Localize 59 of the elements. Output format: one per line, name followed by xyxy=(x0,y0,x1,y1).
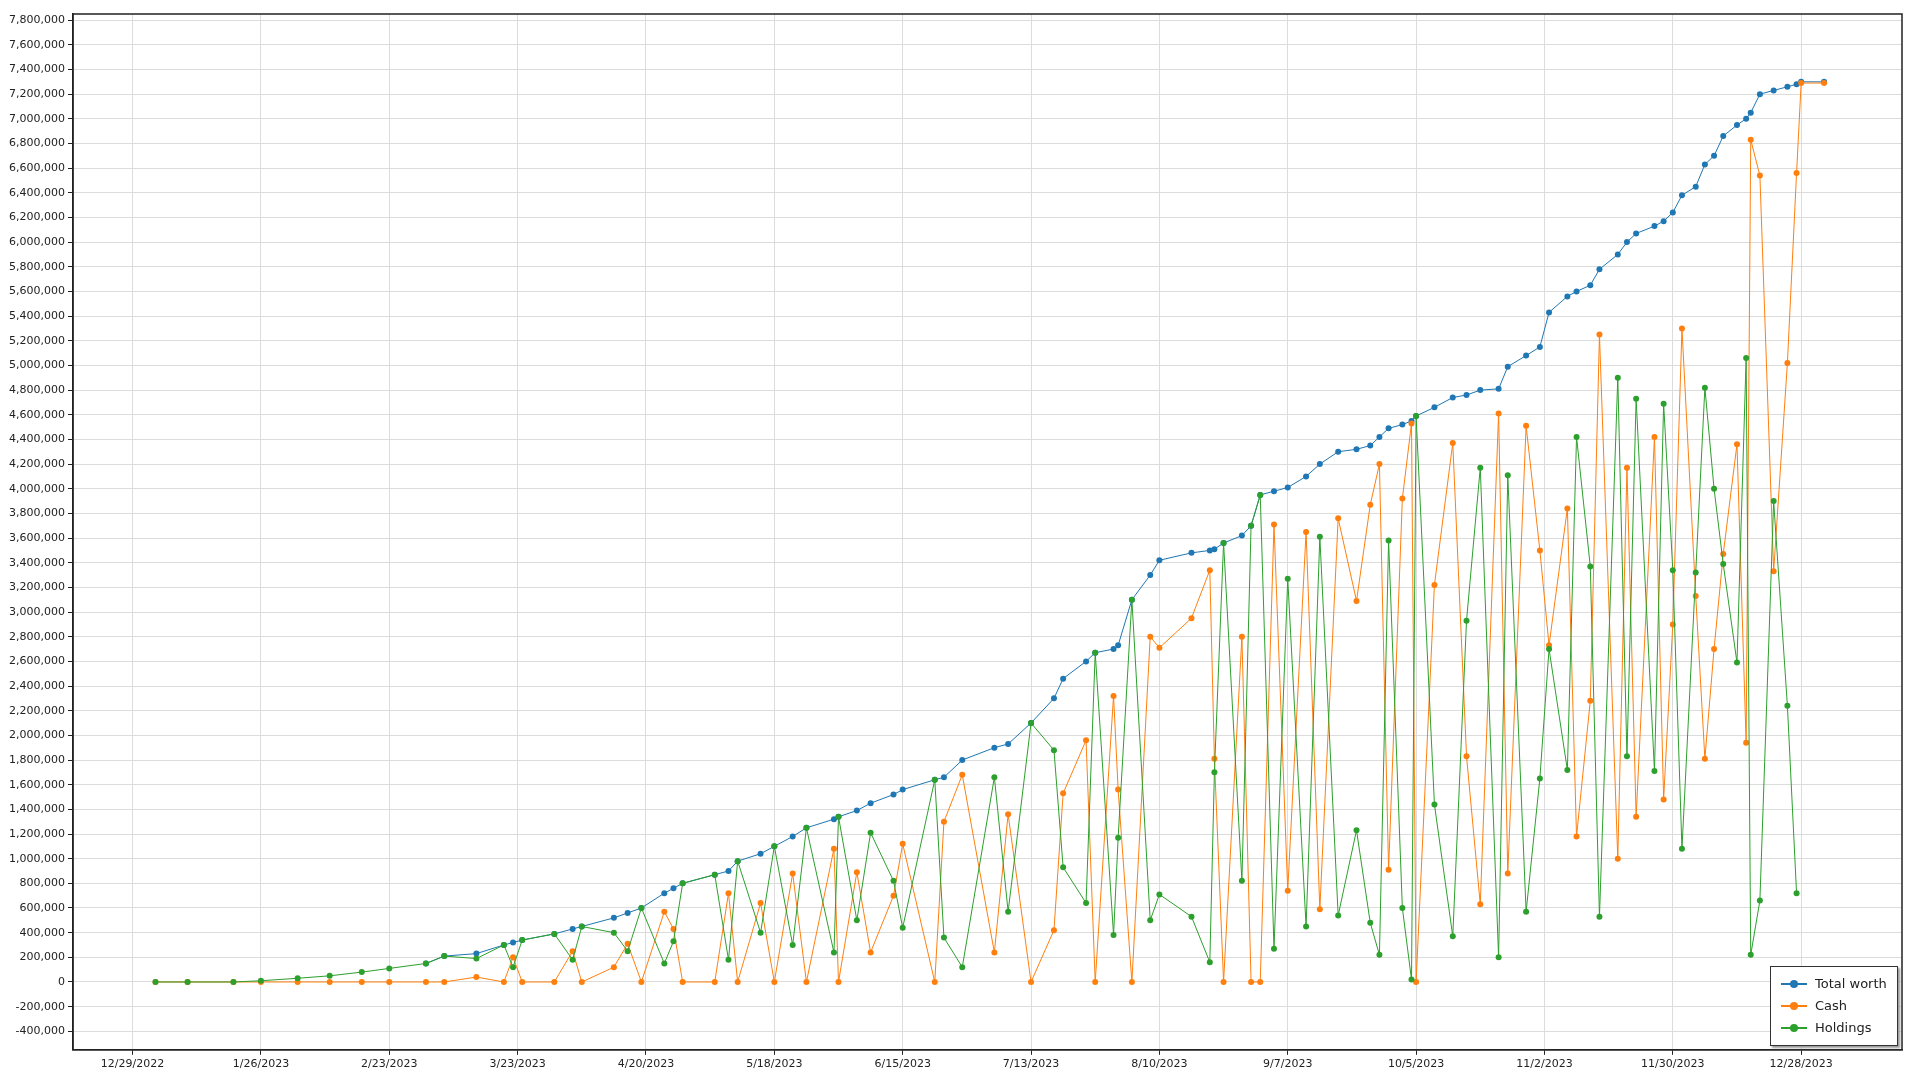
legend-label: Cash xyxy=(1815,998,1848,1014)
y-tick-label: 3,200,000 xyxy=(9,580,65,594)
x-tick-label: 2/23/2023 xyxy=(361,1057,418,1071)
y-tick-label: 6,800,000 xyxy=(9,136,65,150)
y-tick-label: 1,400,000 xyxy=(9,802,65,816)
x-tick-label: 11/30/2023 xyxy=(1641,1057,1705,1071)
y-tick-label: 6,600,000 xyxy=(9,161,65,174)
x-tick-label: 6/15/2023 xyxy=(874,1057,931,1071)
x-tick-label: 4/20/2023 xyxy=(617,1057,675,1071)
x-tick-label: 7/13/2023 xyxy=(1002,1057,1060,1071)
y-tick-label: 2,200,000 xyxy=(9,703,65,717)
x-tick-label: 12/28/2023 xyxy=(1769,1057,1833,1071)
y-tick-label: 5,400,000 xyxy=(9,308,65,322)
y-tick-label: 1,200,000 xyxy=(9,826,65,840)
y-tick-label: 1,800,000 xyxy=(9,752,65,766)
y-tick-label: 3,800,000 xyxy=(9,506,65,520)
y-tick-label: 5,200,000 xyxy=(9,333,65,347)
y-tick-label: 3,000,000 xyxy=(9,604,65,618)
y-tick-label: 400,000 xyxy=(19,925,65,939)
y-tick-label: 3,600,000 xyxy=(9,530,65,544)
y-tick-label: 200,000 xyxy=(19,950,65,964)
y-tick-label: 5,800,000 xyxy=(9,259,65,273)
x-tick-label: 1/26/2023 xyxy=(232,1057,290,1071)
y-tick-label: 6,400,000 xyxy=(9,185,65,199)
x-tick-label: 8/10/2023 xyxy=(1131,1057,1188,1071)
y-tick-label: 7,800,000 xyxy=(9,13,65,27)
y-tick-label: 7,600,000 xyxy=(9,37,65,51)
y-tick-label: 7,200,000 xyxy=(9,87,65,101)
y-tick-label: 4,800,000 xyxy=(9,382,65,396)
y-tick-label: 6,000,000 xyxy=(9,234,65,248)
y-tick-label: 2,400,000 xyxy=(9,678,65,692)
x-tick-label: 12/29/2022 xyxy=(100,1057,165,1071)
legend-label: Total worth xyxy=(1815,976,1887,992)
y-tick-label: 1,000,000 xyxy=(9,851,65,865)
legend-label: Holdings xyxy=(1815,1020,1872,1036)
y-tick-label: 1,600,000 xyxy=(9,777,65,791)
x-tick-label: 11/2/2023 xyxy=(1516,1057,1573,1071)
y-tick-label: 600,000 xyxy=(19,900,65,914)
y-tick-label: 800,000 xyxy=(19,876,65,890)
y-tick-label: 5,000,000 xyxy=(9,358,65,372)
x-tick-label: 9/7/2023 xyxy=(1263,1057,1313,1071)
y-tick-label: -200,000 xyxy=(15,999,65,1013)
y-tick-label: 3,400,000 xyxy=(9,555,65,569)
x-tick-label: 5/18/2023 xyxy=(746,1057,803,1071)
y-tick-label: 7,400,000 xyxy=(9,62,65,76)
y-tick-label: 5,600,000 xyxy=(9,284,65,298)
y-tick-label: 4,400,000 xyxy=(9,432,65,446)
y-tick-label: 4,200,000 xyxy=(9,456,65,470)
y-tick-label: 6,200,000 xyxy=(9,210,65,224)
y-tick-label: 2,000,000 xyxy=(9,728,65,742)
y-tick-label: 4,000,000 xyxy=(9,481,65,495)
y-tick-label: 4,600,000 xyxy=(9,407,65,421)
y-tick-label: -400,000 xyxy=(15,1024,65,1038)
y-tick-label: 0 xyxy=(57,974,65,988)
y-tick-label: 2,800,000 xyxy=(9,629,65,643)
x-tick-label: 3/23/2023 xyxy=(489,1057,546,1071)
x-tick-label: 10/5/2023 xyxy=(1387,1057,1445,1071)
y-tick-label: 7,000,000 xyxy=(9,111,65,125)
y-tick-label: 2,600,000 xyxy=(9,654,65,668)
